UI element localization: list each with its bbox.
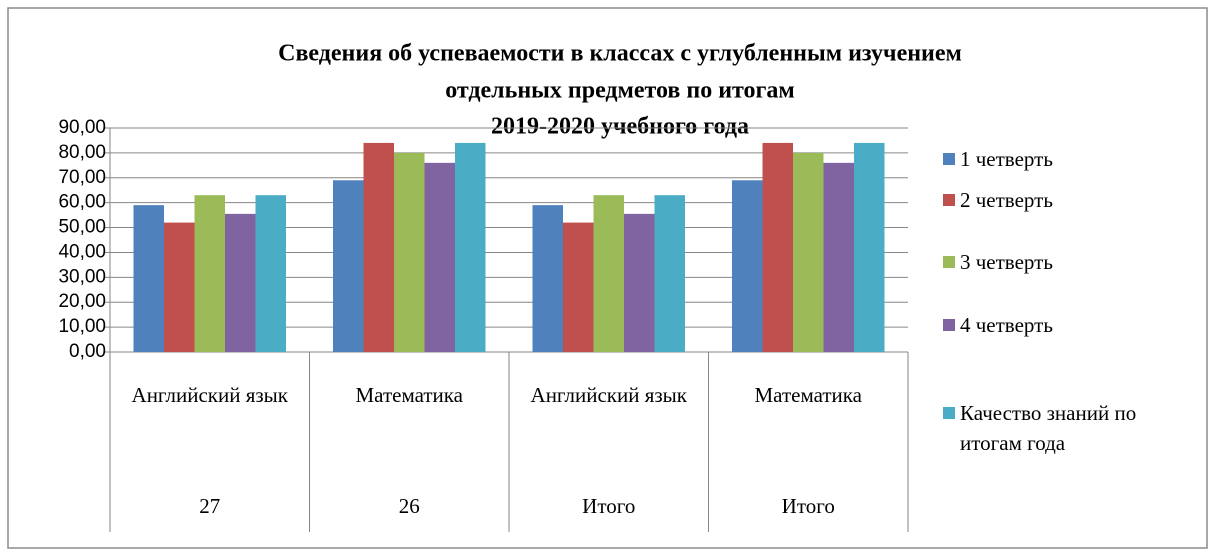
bar (762, 142, 793, 352)
x-tick-label: Английский язык (530, 383, 687, 407)
y-tick-label: 80,00 (58, 142, 106, 163)
y-tick-label: 90,00 (58, 117, 106, 138)
bar (164, 222, 195, 352)
legend-swatch (943, 153, 955, 165)
bar (363, 142, 394, 352)
x-tick-label: Английский язык (131, 383, 288, 407)
chart-title: 2019-2020 учебного года (491, 114, 749, 140)
legend-label: 3 четверть (960, 250, 1053, 274)
bar (133, 205, 164, 352)
bar (732, 180, 763, 352)
legend-label: 1 четверть (960, 147, 1053, 171)
legend-label: 2 четверть (960, 188, 1053, 212)
bar (823, 162, 854, 352)
legend-swatch (943, 194, 955, 206)
y-tick-label: 20,00 (58, 291, 106, 312)
bar (333, 180, 364, 352)
y-tick-label: 50,00 (58, 217, 106, 238)
legend-swatch (943, 319, 955, 331)
chart-title: Сведения об успеваемости в классах с угл… (278, 41, 962, 67)
x-group-label: 26 (398, 494, 420, 518)
legend-swatch (943, 407, 955, 419)
bar (854, 142, 885, 352)
bar (455, 142, 486, 352)
bar (532, 205, 563, 352)
bar (793, 152, 824, 352)
y-tick-label: 10,00 (58, 316, 106, 337)
x-tick-label: Математика (754, 383, 863, 407)
y-tick-label: 70,00 (58, 167, 106, 188)
x-group-label: Итого (781, 494, 835, 518)
bar (654, 195, 685, 352)
x-group-label: 27 (199, 494, 221, 518)
bar (394, 152, 425, 352)
x-group-label: Итого (582, 494, 636, 518)
y-tick-label: 40,00 (58, 241, 106, 262)
bar (624, 213, 655, 352)
bar (225, 213, 256, 352)
x-tick-label: Математика (355, 383, 464, 407)
bar (194, 195, 225, 352)
y-tick-label: 0,00 (69, 341, 106, 362)
legend-swatch (943, 256, 955, 268)
bar (563, 222, 594, 352)
y-tick-label: 30,00 (58, 266, 106, 287)
y-tick-label: 60,00 (58, 192, 106, 213)
bar (424, 162, 455, 352)
chart-title: отдельных предметов по итогам (445, 78, 795, 104)
legend-label: Качество знаний по итогам года (960, 401, 1137, 455)
bar (593, 195, 624, 352)
bar (255, 195, 286, 352)
legend-label: 4 четверть (960, 313, 1053, 337)
